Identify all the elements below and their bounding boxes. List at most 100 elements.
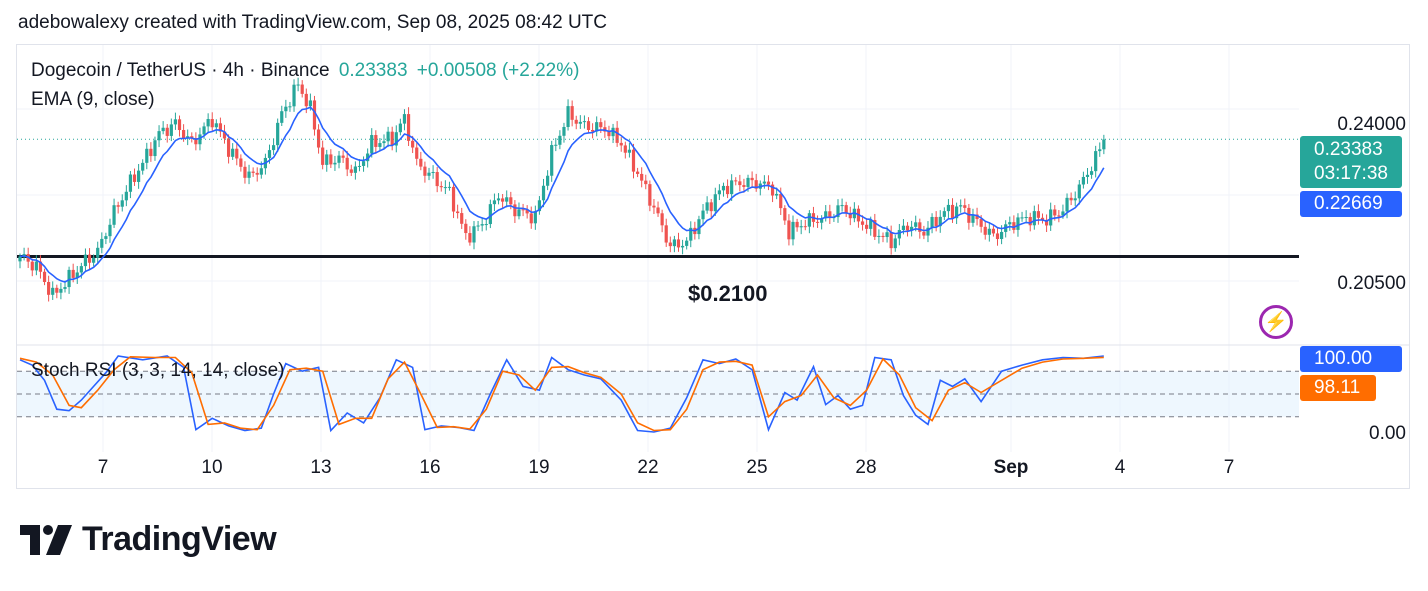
candle-body — [578, 121, 582, 124]
x-tick-7: 7 — [98, 457, 109, 478]
candle-body — [656, 207, 660, 214]
candle-body — [411, 140, 415, 148]
candle-body — [96, 247, 100, 258]
stoch-rsi-legend[interactable]: Stoch RSI (3, 3, 14, 14, close) — [31, 360, 285, 381]
candle-body — [930, 216, 934, 228]
candle-body — [1069, 197, 1073, 201]
candle-body — [271, 145, 276, 151]
candle-body — [738, 181, 742, 186]
candle-body — [390, 131, 394, 146]
candlesticks — [17, 77, 1299, 302]
candle-body — [680, 245, 685, 248]
candle-body — [394, 132, 398, 146]
candle-body — [734, 180, 738, 182]
candle-body — [1012, 222, 1016, 230]
x-axis-ticks: 7 10 13 16 19 22 25 28 Sep 4 7 — [98, 457, 1235, 478]
candle-body — [1089, 171, 1094, 175]
candle-body — [591, 129, 595, 132]
candle-body — [685, 240, 689, 246]
candle-body — [402, 114, 407, 124]
candle-body — [529, 213, 533, 224]
candle-body — [701, 210, 705, 220]
candle-body — [210, 119, 214, 128]
x-tick-28: 28 — [855, 457, 876, 478]
ema-legend[interactable]: EMA (9, close) — [31, 89, 155, 110]
candle-body — [357, 165, 362, 167]
candle-body — [329, 154, 333, 165]
candle-body — [840, 205, 844, 207]
candle-body — [709, 202, 713, 212]
x-tick-22: 22 — [637, 457, 658, 478]
candle-body — [406, 114, 411, 141]
candle-body — [382, 141, 386, 144]
candle-body — [1000, 231, 1004, 240]
candle-body — [456, 211, 460, 214]
candle-body — [775, 193, 779, 196]
candle-body — [1044, 219, 1049, 226]
candle-body — [349, 169, 353, 173]
candle-body — [668, 242, 672, 247]
candle-body — [582, 121, 587, 123]
candle-body — [439, 186, 443, 188]
candle-body — [1057, 215, 1061, 217]
candle-body — [100, 238, 104, 248]
candle-body — [676, 239, 681, 248]
candle-body — [1032, 211, 1036, 226]
candle-body — [893, 238, 897, 249]
candle-body — [586, 121, 591, 130]
candle-body — [824, 211, 828, 219]
stoch-k-badge: 100.00 — [1300, 346, 1402, 372]
candle-body — [991, 228, 996, 234]
candle-body — [946, 204, 951, 212]
candle-body — [926, 227, 930, 236]
candle-body — [501, 198, 505, 202]
candle-body — [451, 186, 456, 212]
candle-body — [721, 185, 726, 191]
candle-body — [308, 100, 312, 107]
bar-countdown: 03:17:38 — [1314, 163, 1388, 184]
candle-body — [828, 211, 832, 218]
candle-body — [415, 147, 419, 159]
candle-body — [423, 166, 427, 176]
candle-body — [398, 123, 402, 133]
candle-body — [1073, 198, 1077, 201]
candle-body — [243, 166, 247, 178]
symbol-legend[interactable]: Dogecoin / TetherUS · 4h · Binance 0.233… — [31, 60, 579, 82]
candle-body — [18, 256, 22, 262]
candle-body — [635, 171, 640, 174]
candle-body — [865, 224, 869, 229]
candle-body — [1036, 211, 1041, 218]
candle-body — [251, 171, 255, 173]
candle-body — [312, 100, 317, 130]
candle-body — [30, 261, 34, 271]
candle-body — [1008, 222, 1012, 225]
candle-body — [124, 191, 128, 201]
candle-body — [660, 213, 664, 226]
candle-body — [92, 257, 96, 263]
x-tick-13: 13 — [310, 457, 331, 478]
candle-body — [562, 126, 566, 136]
x-tick-16: 16 — [419, 457, 440, 478]
candle-body — [468, 233, 472, 243]
candle-body — [325, 154, 329, 165]
candle-body — [869, 220, 873, 229]
candle-body — [202, 126, 206, 135]
candle-body — [889, 232, 893, 249]
candle-body — [950, 204, 955, 219]
x-tick-Sep: Sep — [994, 457, 1029, 478]
candle-body — [145, 148, 149, 163]
candle-body — [599, 122, 603, 128]
candle-body — [284, 106, 288, 112]
candle-body — [480, 224, 484, 226]
candle-body — [1024, 217, 1028, 219]
lightning-icon[interactable]: ⚡ — [1259, 305, 1293, 339]
candle-body — [987, 228, 991, 235]
candle-body — [619, 142, 623, 146]
candle-body — [333, 162, 337, 165]
candle-body — [87, 254, 92, 263]
candle-body — [615, 127, 619, 143]
price-tick-0.20500: 0.20500 — [1337, 273, 1406, 294]
support-level-label: $0.2100 — [688, 281, 768, 306]
candle-body — [725, 185, 730, 195]
